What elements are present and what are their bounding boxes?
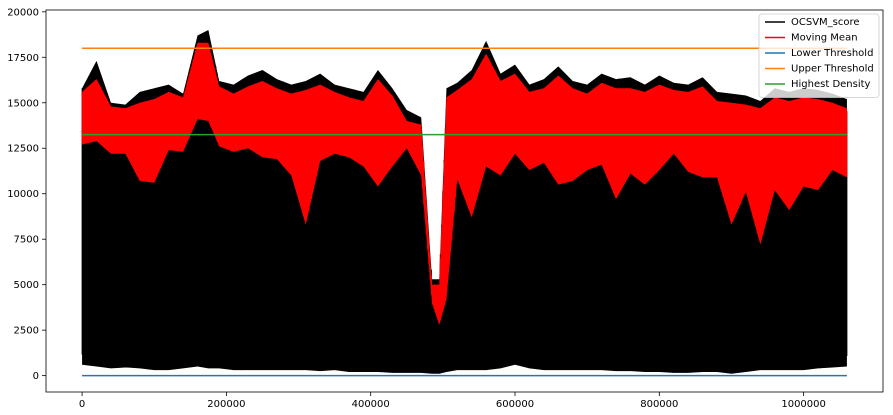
- plot-area: [81, 30, 848, 377]
- legend-label-moving-mean: Moving Mean: [791, 33, 858, 44]
- legend-label-lower-threshold: Lower Threshold: [791, 48, 873, 59]
- x-tick-label: 800000: [640, 399, 678, 410]
- y-tick-label: 20000: [7, 7, 39, 18]
- legend: OCSVM_score Moving Mean Lower Threshold Upp…: [758, 13, 880, 98]
- x-tick-label: 400000: [352, 399, 390, 410]
- legend-label-upper-threshold: Upper Threshold: [791, 64, 874, 75]
- y-tick-label: 5000: [14, 280, 39, 291]
- y-tick-label: 7500: [14, 235, 39, 246]
- y-tick-label: 0: [33, 371, 39, 382]
- x-tick-label: 200000: [207, 399, 245, 410]
- x-tick-label: 1000000: [781, 399, 826, 410]
- legend-box: [758, 13, 880, 98]
- y-tick-label: 17500: [7, 53, 39, 64]
- y-tick-label: 15000: [7, 98, 39, 109]
- plot-frame: [45, 9, 884, 393]
- x-tick-label: 600000: [496, 399, 534, 410]
- legend-label-highest-density: Highest Density: [791, 79, 871, 90]
- legend-label-ocsvm-score: OCSVM_score: [791, 17, 860, 28]
- series-moving-mean-trace: [81, 43, 848, 324]
- y-tick-label: 10000: [7, 189, 39, 200]
- x-tick-label: 0: [79, 399, 85, 410]
- series-moving-mean: [81, 42, 848, 325]
- y-tick-label: 2500: [14, 326, 39, 337]
- y-tick-label: 12500: [7, 144, 39, 155]
- axes: 0 200000 400000 600000 800000 1000000 0 2500 500…: [7, 7, 884, 410]
